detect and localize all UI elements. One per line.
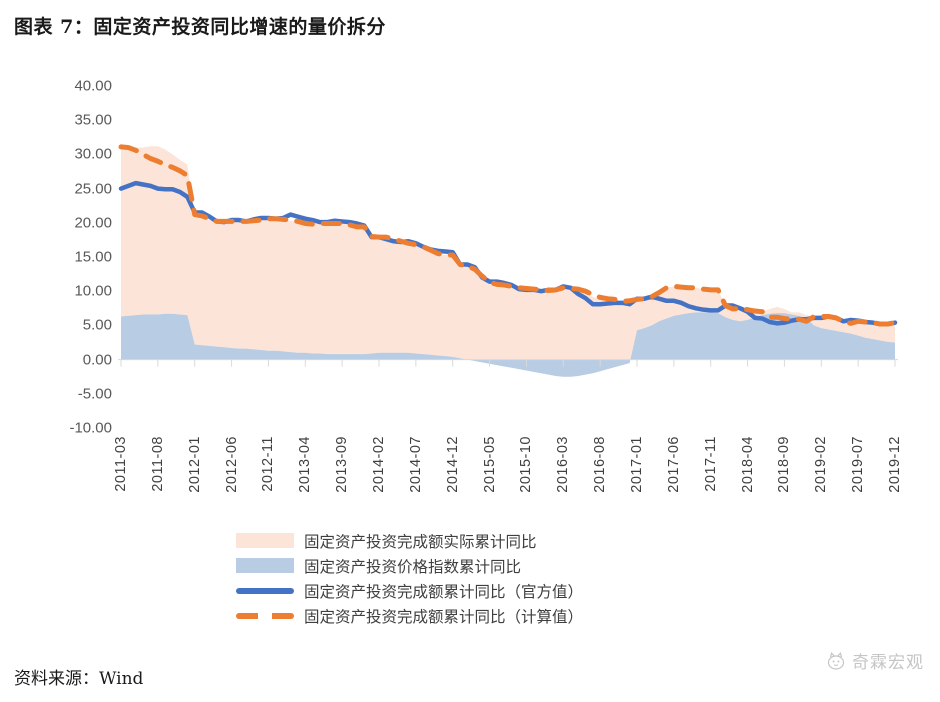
legend-line-calculated[interactable]: 固定资产投资完成额累计同比（计算值） [236,603,756,628]
legend-area-real[interactable]: 固定资产投资完成额实际累计同比 [236,528,756,553]
y-axis-label: -5.00 [77,385,112,403]
x-axis-label: 2018-09 [776,436,793,493]
area-real-growth [121,146,895,377]
legend-area-price-label: 固定资产投资价格指数累计同比 [304,557,522,576]
x-axis-label: 2019-07 [850,436,867,493]
x-axis-label: 2017-06 [665,436,682,493]
legend-area-price[interactable]: 固定资产投资价格指数累计同比 [236,553,756,578]
y-axis-label: 15.00 [74,248,112,266]
x-tick-marks [120,359,896,367]
y-axis-label: 30.00 [74,145,112,163]
legend-line-calculated-label: 固定资产投资完成额累计同比（计算值） [304,607,584,626]
plot-area [118,86,898,428]
legend-area-price-swatch [236,558,294,573]
legend-area-real-label: 固定资产投资完成额实际累计同比 [304,532,537,551]
watermark: 奇霖宏观 [825,648,924,673]
x-axis-label: 2014-07 [407,436,424,493]
y-axis-label: 5.00 [82,316,112,334]
y-axis-label: 0.00 [82,351,112,369]
page-title: 图表 7：固定资产投资同比增速的量价拆分 [14,16,386,38]
y-axis-label: 25.00 [74,180,112,198]
x-axis-label: 2017-11 [702,436,719,492]
x-axis-label: 2012-01 [186,436,203,493]
legend-area-real-swatch [236,533,294,548]
y-axis-label: -10.00 [69,419,112,437]
chart-svg [118,144,898,377]
x-axis-label: 2011-08 [149,436,166,492]
x-axis-label: 2012-11 [260,436,277,492]
x-axis-label: 2019-02 [813,436,830,493]
x-axis-label: 2013-04 [297,436,314,493]
x-axis-label: 2014-12 [444,436,461,493]
cat-face-icon [827,651,845,670]
x-axis-label: 2011-03 [113,436,129,492]
y-axis-label: 40.00 [74,77,112,95]
line-calculated-value [118,144,898,327]
chart-container: 40.00 35.00 30.00 25.00 20.00 15.00 10.00 5.00 0… [0,60,940,530]
y-axis-label: 35.00 [74,111,112,129]
x-axis-label: 2017-01 [629,436,645,493]
y-axis-label: 20.00 [74,214,112,232]
x-axis-label: 2014-02 [371,436,387,493]
legend-line-official[interactable]: 固定资产投资完成额累计同比（官方值） [236,578,756,603]
x-axis-label: 2012-06 [223,436,240,493]
x-axis-label: 2016-03 [555,436,572,493]
watermark-text: 奇霖宏观 [852,653,924,673]
x-axis-label: 2016-08 [592,436,609,493]
source-note: 资料来源：Wind [14,669,144,689]
x-axis-label: 2015-05 [481,436,498,493]
legend-line-calculated-swatch [236,612,294,619]
x-axis-label: 2015-10 [518,436,535,493]
y-axis: 40.00 35.00 30.00 25.00 20.00 15.00 10.00 5.00 0… [44,78,112,437]
x-axis-label: 2019-12 [887,436,903,493]
x-axis-label: 2013-09 [334,436,351,493]
chart-legend: 固定资产投资完成额实际累计同比 固定资产投资价格指数累计同比固定资产投资完成额累计… [236,528,756,628]
x-axis-label: 2018-04 [739,436,756,493]
x-axis: 2011-03 2011-08 2012-01 2012-06 2012-11 2013-… [113,432,908,528]
area-price-index [121,312,895,377]
y-axis-label: 10.00 [74,282,112,300]
legend-line-official-swatch [236,587,294,594]
legend-line-official-label: 固定资产投资完成额累计同比（官方值） [304,582,584,601]
